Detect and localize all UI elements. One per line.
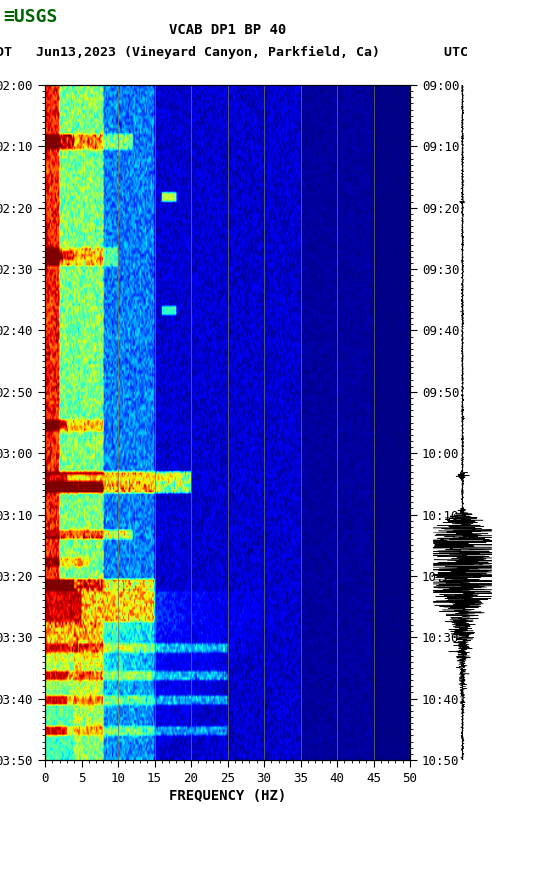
Text: ≡USGS: ≡USGS [3, 8, 57, 26]
Text: VCAB DP1 BP 40: VCAB DP1 BP 40 [169, 23, 286, 37]
Text: PDT   Jun13,2023 (Vineyard Canyon, Parkfield, Ca)        UTC: PDT Jun13,2023 (Vineyard Canyon, Parkfie… [0, 45, 468, 59]
X-axis label: FREQUENCY (HZ): FREQUENCY (HZ) [169, 789, 286, 803]
